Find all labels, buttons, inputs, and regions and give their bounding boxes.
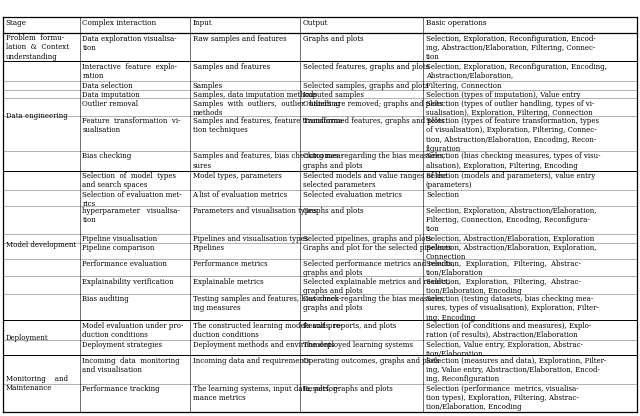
Text: Complex interaction: Complex interaction	[83, 19, 157, 27]
Text: Selection (types of imputation), Value entry: Selection (types of imputation), Value e…	[426, 91, 580, 99]
Text: Incoming  data  monitoring
and visualisation: Incoming data monitoring and visualisati…	[83, 357, 180, 374]
Text: Selection (performance  metrics, visualisa-
tion types), Exploration, Filtering,: Selection (performance metrics, visualis…	[426, 385, 579, 411]
Text: Selected models and value ranges of the
selected parameters: Selected models and value ranges of the …	[303, 172, 447, 189]
Text: Selection (types of outlier handling, types of vi-
sualisation), Exploration, Fi: Selection (types of outlier handling, ty…	[426, 100, 595, 117]
Text: Graphs and plot for the selected pipelines: Graphs and plot for the selected pipelin…	[303, 244, 451, 252]
Text: Selection,  Exploration,  Filtering,  Abstrac-
tion/Elaboration: Selection, Exploration, Filtering, Abstr…	[426, 260, 581, 277]
Text: Raw samples and features: Raw samples and features	[193, 35, 286, 42]
Text: Interactive  feature  explo-
ration: Interactive feature explo- ration	[83, 63, 177, 80]
Text: Basic operations: Basic operations	[426, 19, 486, 27]
Text: Selection (of conditions and measures), Explo-
ration (of results), Abstraction/: Selection (of conditions and measures), …	[426, 322, 591, 339]
Text: Graphs and plots: Graphs and plots	[303, 207, 363, 215]
Text: Selection, Exploration, Abstraction/Elaboration,
Filtering, Connection, Encoding: Selection, Exploration, Abstraction/Elab…	[426, 207, 596, 233]
Text: Parameters and visualisation types: Parameters and visualisation types	[193, 207, 317, 215]
Text: Deployment strategies: Deployment strategies	[83, 341, 163, 349]
Text: Deployment: Deployment	[6, 334, 49, 342]
Text: Filtering, Connection: Filtering, Connection	[426, 82, 501, 90]
Text: Selection (testing datasets, bias checking mea-
sures, types of visualisation), : Selection (testing datasets, bias checki…	[426, 295, 599, 322]
Text: Bias checking: Bias checking	[83, 153, 132, 161]
Text: Selected performance metrics and results,
graphs and plots: Selected performance metrics and results…	[303, 260, 454, 277]
Text: Model evaluation under pro-
duction conditions: Model evaluation under pro- duction cond…	[83, 322, 184, 339]
Text: Operating outcomes, graphs and plots: Operating outcomes, graphs and plots	[303, 357, 439, 365]
Text: Outlier removal: Outlier removal	[83, 100, 138, 108]
Text: Selection  of  model  types
and search spaces: Selection of model types and search spac…	[83, 172, 177, 189]
Text: Selection of evaluation met-
rics: Selection of evaluation met- rics	[83, 191, 182, 208]
Text: Performance tracking: Performance tracking	[83, 385, 160, 393]
Text: Selection,  Exploration,  Filtering,  Abstrac-
tion/Elaboration, Encoding: Selection, Exploration, Filtering, Abstr…	[426, 277, 581, 295]
Text: Samples and features, bias checking mea-
sures: Samples and features, bias checking mea-…	[193, 153, 342, 170]
Text: Deployment methods and environments: Deployment methods and environments	[193, 341, 334, 349]
Text: Outcomes regarding the bias measures,
graphs and plots: Outcomes regarding the bias measures, gr…	[303, 295, 445, 312]
Text: Data engineering: Data engineering	[6, 112, 67, 120]
Text: Selection (bias checking measures, types of visu-
alisation), Exploration, Filte: Selection (bias checking measures, types…	[426, 153, 600, 170]
Text: Data selection: Data selection	[83, 82, 133, 90]
Text: Explainability verification: Explainability verification	[83, 277, 174, 285]
Text: Pipeline comparison: Pipeline comparison	[83, 244, 155, 252]
Text: Stage: Stage	[6, 19, 27, 27]
Text: Samples and features, feature transforma-
tion techniques: Samples and features, feature transforma…	[193, 117, 344, 134]
Text: Selection, Value entry, Exploration, Abstrac-
tion/Elaboration: Selection, Value entry, Exploration, Abs…	[426, 341, 583, 358]
Text: Selection, Abstraction/Elaboration, Exploration,
Connection: Selection, Abstraction/Elaboration, Expl…	[426, 244, 596, 261]
Text: Performance metrics: Performance metrics	[193, 260, 267, 268]
Text: Selection, Exploration, Reconfiguration, Encod-
ing, Abstraction/Elaboration, Fi: Selection, Exploration, Reconfiguration,…	[426, 35, 596, 61]
Text: Graphs and plots: Graphs and plots	[303, 35, 363, 42]
Text: Samples: Samples	[193, 82, 223, 90]
Text: Selection, Abstraction/Elaboration, Exploration: Selection, Abstraction/Elaboration, Expl…	[426, 235, 594, 243]
Text: Samples and features: Samples and features	[193, 63, 269, 71]
Text: The deployed learning systems: The deployed learning systems	[303, 341, 413, 349]
Text: Imputed samples: Imputed samples	[303, 91, 364, 99]
Text: Selection (measures and data), Exploration, Filter-
ing, Value entry, Abstractio: Selection (measures and data), Explorati…	[426, 357, 606, 383]
Text: Samples, data imputation methods: Samples, data imputation methods	[193, 91, 317, 99]
Text: Selection (types of feature transformation, types
of visualisation), Exploration: Selection (types of feature transformati…	[426, 117, 599, 153]
Text: Transformed features, graphs and plots: Transformed features, graphs and plots	[303, 117, 444, 125]
Text: Problem  formu-
lation  &  Context
understanding: Problem formu- lation & Context understa…	[6, 34, 68, 61]
Text: Performance evaluation: Performance evaluation	[83, 260, 167, 268]
Text: Selected samples, graphs and plots: Selected samples, graphs and plots	[303, 82, 428, 90]
Text: Selected features, graphs and plots: Selected features, graphs and plots	[303, 63, 429, 71]
Text: Model development: Model development	[6, 241, 76, 250]
Text: Selected explainable metrics and results,
graphs and plots: Selected explainable metrics and results…	[303, 277, 449, 295]
Text: Pipelines: Pipelines	[193, 244, 225, 252]
Text: Pipeline visualisation: Pipeline visualisation	[83, 235, 157, 243]
Text: Pipelines and visualisation types: Pipelines and visualisation types	[193, 235, 308, 243]
Text: Selection, Exploration, Reconfiguration, Encoding,
Abstraction/Elaboration,: Selection, Exploration, Reconfiguration,…	[426, 63, 607, 80]
Text: Results, reports, and plots: Results, reports, and plots	[303, 322, 396, 329]
Text: Data exploration visualisa-
tion: Data exploration visualisa- tion	[83, 35, 177, 52]
Text: The constructed learning models and pro-
duction conditions: The constructed learning models and pro-…	[193, 322, 342, 339]
Text: A list of evaluation metrics: A list of evaluation metrics	[193, 191, 288, 199]
Text: Output: Output	[303, 19, 328, 27]
Text: Results, graphs and plots: Results, graphs and plots	[303, 385, 392, 393]
Text: Data imputation: Data imputation	[83, 91, 140, 99]
Text: Feature  transformation  vi-
sualisation: Feature transformation vi- sualisation	[83, 117, 181, 134]
Text: Input: Input	[193, 19, 212, 27]
Text: Samples  with  outliers,  outlier  handling
methods: Samples with outliers, outlier handling …	[193, 100, 340, 117]
Text: hyperparameter   visualisa-
tion: hyperparameter visualisa- tion	[83, 207, 180, 224]
Text: Outcomes regarding the bias measures,
graphs and plots: Outcomes regarding the bias measures, gr…	[303, 153, 445, 170]
Text: Monitoring    and
Maintenance: Monitoring and Maintenance	[6, 375, 68, 392]
Text: Selection: Selection	[426, 191, 459, 199]
Text: Incoming data and requirements: Incoming data and requirements	[193, 357, 310, 365]
Text: Testing samples and features, bias check-
ing measures: Testing samples and features, bias check…	[193, 295, 340, 312]
Text: Bias auditing: Bias auditing	[83, 295, 129, 303]
Text: Outliers are removed; graphs and plots: Outliers are removed; graphs and plots	[303, 100, 442, 108]
Text: The learning systems, input data, perfor-
mance metrics: The learning systems, input data, perfor…	[193, 385, 339, 402]
Text: Explainable metrics: Explainable metrics	[193, 277, 263, 285]
Text: Selected pipelines, graphs and plots: Selected pipelines, graphs and plots	[303, 235, 431, 243]
Text: Model types, parameters: Model types, parameters	[193, 172, 281, 180]
Text: Selection (models and parameters), value entry
(parameters): Selection (models and parameters), value…	[426, 172, 595, 189]
Text: Selected evaluation metrics: Selected evaluation metrics	[303, 191, 401, 199]
